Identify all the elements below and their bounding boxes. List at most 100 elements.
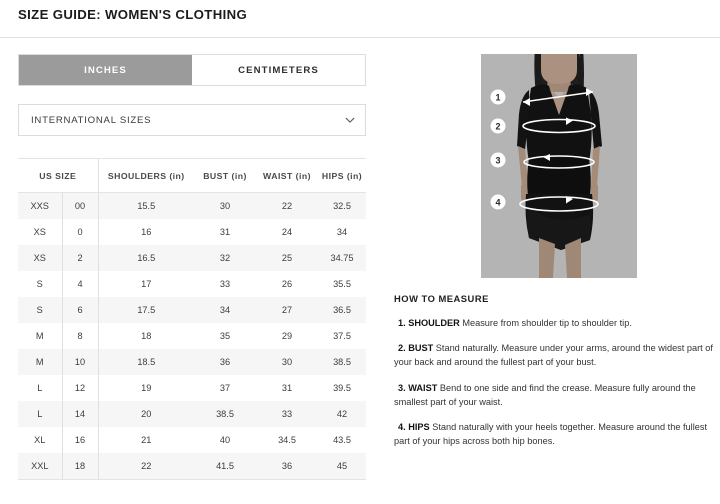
cell-shoulders: 21 bbox=[97, 427, 195, 453]
table-row: S 6 17.5 34 27 36.5 bbox=[18, 297, 367, 323]
svg-text:2: 2 bbox=[495, 122, 500, 132]
cell-shoulders: 16.5 bbox=[97, 245, 195, 271]
cell-hips: 37.5 bbox=[318, 323, 367, 349]
measure-instruction: 2. BUST Stand naturally. Measure under y… bbox=[394, 341, 714, 369]
cell-bust: 31 bbox=[194, 219, 257, 245]
cell-shoulders: 17.5 bbox=[97, 297, 195, 323]
cell-waist: 36 bbox=[256, 453, 319, 480]
measure-guide-panel: 1 2 3 4 HOW TO MEASURE 1. SHOULDER Measu… bbox=[384, 38, 720, 504]
cell-us-size-number: 2 bbox=[61, 245, 99, 271]
cell-hips: 35.5 bbox=[318, 271, 367, 297]
size-system-dropdown[interactable]: INTERNATIONAL SIZES bbox=[18, 104, 366, 136]
cell-waist: 30 bbox=[256, 349, 319, 375]
page-title: SIZE GUIDE: WOMEN'S CLOTHING bbox=[18, 7, 248, 22]
cell-waist: 33 bbox=[256, 401, 319, 427]
size-table-head: US SIZE SHOULDERS (in) BUST (in) WAIST (… bbox=[18, 158, 367, 193]
cell-us-size-alpha: XS bbox=[18, 219, 62, 245]
size-table-body: XXS 00 15.5 30 22 32.5 XS 0 16 31 24 34 XS 2 16.5 32 25 3… bbox=[18, 192, 367, 480]
svg-text:1: 1 bbox=[495, 93, 500, 103]
cell-bust: 32 bbox=[194, 245, 257, 271]
cell-bust: 37 bbox=[194, 375, 257, 401]
cell-us-size-alpha: L bbox=[18, 375, 62, 401]
cell-hips: 36.5 bbox=[318, 297, 367, 323]
measure-instruction-term: 3. WAIST bbox=[398, 382, 438, 393]
cell-bust: 30 bbox=[194, 192, 257, 219]
cell-us-size-alpha: L bbox=[18, 401, 62, 427]
measure-instruction: 4. HIPS Stand naturally with your heels … bbox=[394, 420, 714, 448]
table-header-row: US SIZE SHOULDERS (in) BUST (in) WAIST (… bbox=[18, 158, 367, 193]
cell-bust: 38.5 bbox=[194, 401, 257, 427]
tab-inches[interactable]: INCHES bbox=[19, 55, 192, 85]
column-header-shoulders: SHOULDERS (in) bbox=[97, 158, 195, 193]
size-chart-panel: INCHES CENTIMETERS INTERNATIONAL SIZES bbox=[0, 38, 384, 504]
table-row: XS 0 16 31 24 34 bbox=[18, 219, 367, 245]
measure-instruction-term: 4. HIPS bbox=[398, 422, 430, 433]
cell-hips: 34 bbox=[318, 219, 367, 245]
measure-instruction-text: Bend to one side and find the crease. Me… bbox=[394, 382, 696, 407]
cell-us-size-alpha: XS bbox=[18, 245, 62, 271]
measure-instruction-term: 1. SHOULDER bbox=[398, 318, 460, 328]
cell-waist: 31 bbox=[256, 375, 319, 401]
cell-us-size-alpha: XL bbox=[18, 427, 62, 453]
table-row: M 10 18.5 36 30 38.5 bbox=[18, 349, 367, 375]
column-header-us-size: US SIZE bbox=[18, 158, 99, 193]
size-table-container: US SIZE SHOULDERS (in) BUST (in) WAIST (… bbox=[18, 158, 367, 480]
table-row: S 4 17 33 26 35.5 bbox=[18, 271, 367, 297]
cell-bust: 35 bbox=[194, 323, 257, 349]
cell-us-size-number: 14 bbox=[61, 401, 99, 427]
measure-instruction-text: Measure from shoulder tip to shoulder ti… bbox=[459, 318, 632, 328]
table-row: L 12 19 37 31 39.5 bbox=[18, 375, 367, 401]
measure-instruction-text: Stand naturally. Measure under your arms… bbox=[394, 343, 713, 368]
cell-shoulders: 20 bbox=[97, 401, 195, 427]
cell-shoulders: 22 bbox=[97, 453, 195, 480]
cell-waist: 29 bbox=[256, 323, 319, 349]
measure-instruction-term: 2. BUST bbox=[398, 343, 434, 354]
table-row: XXS 00 15.5 30 22 32.5 bbox=[18, 192, 367, 219]
cell-us-size-alpha: M bbox=[18, 349, 62, 375]
cell-hips: 34.75 bbox=[318, 245, 367, 271]
table-row: XL 16 21 40 34.5 43.5 bbox=[18, 427, 367, 453]
cell-us-size-number: 0 bbox=[61, 219, 99, 245]
cell-us-size-number: 10 bbox=[61, 349, 99, 375]
cell-bust: 36 bbox=[194, 349, 257, 375]
cell-bust: 34 bbox=[194, 297, 257, 323]
column-header-bust: BUST (in) bbox=[194, 158, 257, 193]
cell-hips: 38.5 bbox=[318, 349, 367, 375]
how-to-measure-title: HOW TO MEASURE bbox=[394, 293, 489, 304]
unit-tab-group: INCHES CENTIMETERS bbox=[18, 54, 366, 86]
cell-bust: 41.5 bbox=[194, 453, 257, 480]
cell-waist: 22 bbox=[256, 192, 319, 219]
cell-shoulders: 18 bbox=[97, 323, 195, 349]
header-divider bbox=[0, 37, 720, 38]
cell-bust: 40 bbox=[194, 427, 257, 453]
tab-inches-label: INCHES bbox=[84, 64, 127, 76]
cell-hips: 42 bbox=[318, 401, 367, 427]
cell-us-size-alpha: XXS bbox=[18, 192, 62, 219]
measure-instruction: 1. SHOULDER Measure from shoulder tip to… bbox=[394, 316, 714, 330]
cell-us-size-alpha: M bbox=[18, 323, 62, 349]
table-row: M 8 18 35 29 37.5 bbox=[18, 323, 367, 349]
cell-waist: 25 bbox=[256, 245, 319, 271]
measure-instruction-text: Stand naturally with your heels together… bbox=[394, 422, 707, 447]
cell-waist: 26 bbox=[256, 271, 319, 297]
cell-us-size-number: 4 bbox=[61, 271, 99, 297]
chevron-down-icon bbox=[345, 115, 355, 125]
cell-us-size-number: 6 bbox=[61, 297, 99, 323]
tab-centimeters[interactable]: CENTIMETERS bbox=[192, 55, 365, 85]
cell-us-size-alpha: XXL bbox=[18, 453, 62, 480]
cell-waist: 27 bbox=[256, 297, 319, 323]
cell-shoulders: 16 bbox=[97, 219, 195, 245]
model-figure: 1 2 3 4 bbox=[481, 54, 637, 278]
tab-centimeters-label: CENTIMETERS bbox=[238, 64, 319, 76]
cell-us-size-number: 18 bbox=[61, 453, 99, 480]
cell-hips: 45 bbox=[318, 453, 367, 480]
cell-shoulders: 19 bbox=[97, 375, 195, 401]
how-to-measure-list: 1. SHOULDER Measure from shoulder tip to… bbox=[394, 316, 714, 459]
cell-waist: 24 bbox=[256, 219, 319, 245]
cell-us-size-number: 16 bbox=[61, 427, 99, 453]
table-row: XXL 18 22 41.5 36 45 bbox=[18, 453, 367, 480]
cell-hips: 32.5 bbox=[318, 192, 367, 219]
table-row: L 14 20 38.5 33 42 bbox=[18, 401, 367, 427]
cell-hips: 39.5 bbox=[318, 375, 367, 401]
